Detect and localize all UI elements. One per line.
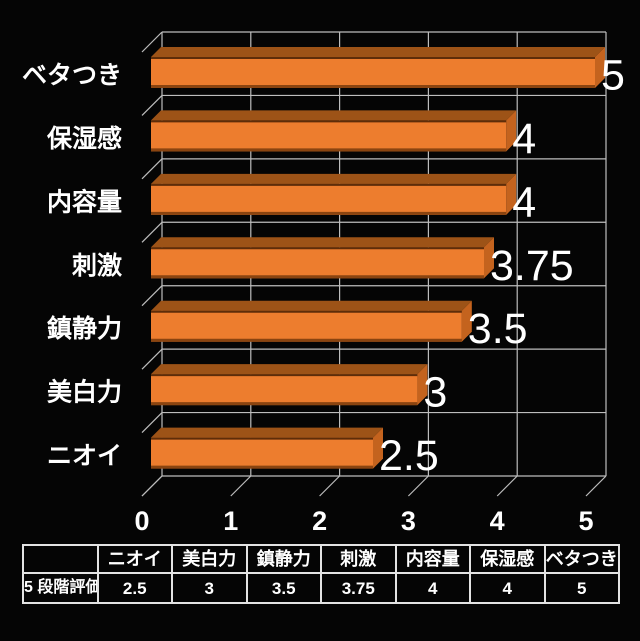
bar-top-face: [151, 173, 517, 184]
table-value-cell: 3: [171, 572, 248, 604]
table-value-cell: 2.5: [96, 572, 173, 604]
depth-tick-bottom: [585, 475, 607, 497]
table-value-cell: 5: [543, 572, 620, 604]
bar-top-face: [151, 47, 605, 57]
table-row-label: 5 段階評価: [22, 572, 99, 604]
bar-top-face: [151, 427, 383, 438]
depth-tick-bottom: [141, 475, 163, 497]
bar-front-face: [151, 183, 507, 215]
bar-side-face: [373, 427, 383, 469]
category-label: 美白力: [47, 378, 122, 407]
x-tick-label: 2: [312, 506, 327, 536]
bar-value-label: 3.75: [490, 242, 574, 290]
category-label: 内容量: [47, 187, 122, 216]
bar-value-label: 5: [601, 52, 625, 100]
depth-tick-bottom: [407, 475, 429, 497]
depth-tick-left: [141, 348, 163, 370]
bar-top-face: [151, 237, 494, 248]
bar-front-face: [151, 247, 484, 279]
depth-tick-left: [141, 158, 163, 180]
depth-tick-bottom: [319, 475, 341, 497]
depth-tick-left: [141, 412, 163, 433]
table-header-cell: ニオイ: [96, 544, 173, 574]
category-label: 保湿感: [46, 124, 122, 153]
table-value-row: 5 段階評価 2.5 3 3.5 3.75 4 4 5: [22, 572, 620, 604]
bar-front-face: [151, 437, 373, 469]
x-tick-label: 5: [578, 506, 593, 536]
bar-front-face: [151, 374, 418, 406]
depth-tick-left: [141, 285, 163, 307]
bar-front-face: [151, 57, 595, 88]
bar-top-face: [151, 300, 472, 311]
table-header-cell: 刺激: [320, 544, 397, 574]
depth-tick-bottom: [496, 475, 518, 497]
bar-value-label: 4: [512, 115, 536, 163]
depth-tick-left: [141, 95, 163, 116]
table-value-cell: 3.75: [320, 572, 397, 604]
category-label: 刺激: [72, 251, 122, 280]
table-value-cell: 3.5: [245, 572, 322, 604]
table-header-cell: 鎮静力: [245, 544, 322, 574]
table-value-cell: 4: [394, 572, 471, 604]
bar-side-face: [595, 47, 605, 88]
bar-value-label: 3: [423, 369, 447, 417]
x-tick-label: 4: [490, 506, 505, 536]
depth-tick-bottom: [230, 475, 252, 497]
bar-value-label: 3.5: [468, 305, 528, 353]
bar-top-face: [151, 110, 517, 121]
bar-front-face: [151, 120, 507, 152]
depth-tick-left: [141, 221, 163, 243]
x-tick-label: 1: [223, 506, 238, 536]
x-tick-label: 0: [134, 506, 149, 536]
table-header-row: ニオイ 美白力 鎮静力 刺激 内容量 保湿感 ベタつき: [22, 544, 620, 574]
bar-side-face: [484, 237, 494, 279]
bar-side-face: [461, 300, 472, 342]
bar-top-face: [151, 364, 428, 375]
table-header-cell: 美白力: [171, 544, 248, 574]
depth-tick-left: [141, 31, 163, 53]
bar-value-label: 4: [512, 178, 536, 226]
rating-table: ニオイ 美白力 鎮静力 刺激 内容量 保湿感 ベタつき 5 段階評価 2.5 3…: [22, 544, 620, 604]
bar-side-face: [506, 110, 517, 152]
table-value-cell: 4: [469, 572, 546, 604]
table-header-cell: 保湿感: [469, 544, 546, 574]
bar-side-face: [417, 364, 428, 406]
category-label: ベタつき: [22, 62, 122, 90]
table-header-cell: ベタつき: [543, 544, 620, 574]
bar-value-label: 2.5: [379, 432, 439, 480]
table-header-cell: 内容量: [394, 544, 471, 574]
bar-front-face: [151, 310, 462, 342]
bar-side-face: [506, 173, 517, 215]
category-label: 鎮静力: [47, 314, 122, 343]
x-tick-label: 3: [401, 506, 416, 536]
table-blank-cell: [22, 544, 99, 574]
category-label: ニオイ: [47, 442, 122, 470]
